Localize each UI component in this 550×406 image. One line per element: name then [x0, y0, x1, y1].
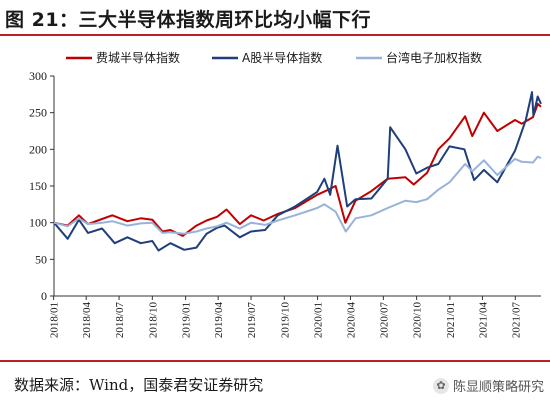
- x-tick-label: 2020/07: [378, 302, 390, 339]
- line-chart: 0 50 100 150 200 250 300 2018/01 2018/04 2018/07 2…: [29, 50, 542, 339]
- x-tick-label: 2021/07: [510, 302, 522, 339]
- series-line-1: [53, 102, 542, 237]
- chart-title: 图 21：三大半导体指数周环比均小幅下行: [5, 9, 372, 31]
- legend-label-2: A股半导体指数: [242, 50, 322, 65]
- x-tick-label: 2018/04: [81, 302, 93, 339]
- legend-label-1: 费城半导体指数: [96, 50, 180, 65]
- x-tick-label: 2020/04: [345, 302, 357, 339]
- y-tick-label: 250: [29, 106, 47, 120]
- x-tick-label: 2019/10: [279, 302, 291, 339]
- series-line-2: [53, 91, 542, 252]
- title-divider: [0, 34, 550, 36]
- x-tick-label: 2021/01: [445, 302, 457, 338]
- x-tick-label: 2019/01: [181, 302, 193, 338]
- legend-label-3: 台湾电子加权指数: [386, 50, 482, 65]
- footer: 数据来源：Wind，国泰君安证券研究 ✿ 陈显顺策略研究: [0, 360, 550, 406]
- x-tick-label: 2018/07: [114, 302, 126, 339]
- y-tick-label: 300: [29, 69, 47, 83]
- x-tick-label: 2021/04: [477, 302, 489, 339]
- x-tick-label: 2020/01: [313, 302, 325, 338]
- y-tick-label: 0: [41, 289, 47, 303]
- wechat-icon: ✿: [432, 377, 449, 394]
- x-tick-label: 2018/01: [49, 302, 61, 338]
- y-tick-label: 100: [29, 216, 47, 230]
- source-note: 数据来源：Wind，国泰君安证券研究: [14, 376, 264, 394]
- x-tick-label: 2020/10: [412, 302, 424, 339]
- x-tick-label: 2019/04: [213, 302, 225, 339]
- x-tick-label: 2019/07: [246, 302, 258, 339]
- watermark: ✿ 陈显顺策略研究: [432, 376, 544, 395]
- series-line-3: [53, 155, 542, 235]
- y-tick-label: 50: [35, 252, 47, 266]
- x-tick-label: 2018/10: [147, 302, 159, 339]
- footer-divider: [0, 360, 550, 362]
- y-tick-label: 200: [29, 142, 47, 156]
- watermark-text: 陈显顺策略研究: [452, 380, 544, 395]
- y-tick-label: 150: [29, 179, 47, 193]
- title-bar: 图 21：三大半导体指数周环比均小幅下行: [0, 0, 550, 36]
